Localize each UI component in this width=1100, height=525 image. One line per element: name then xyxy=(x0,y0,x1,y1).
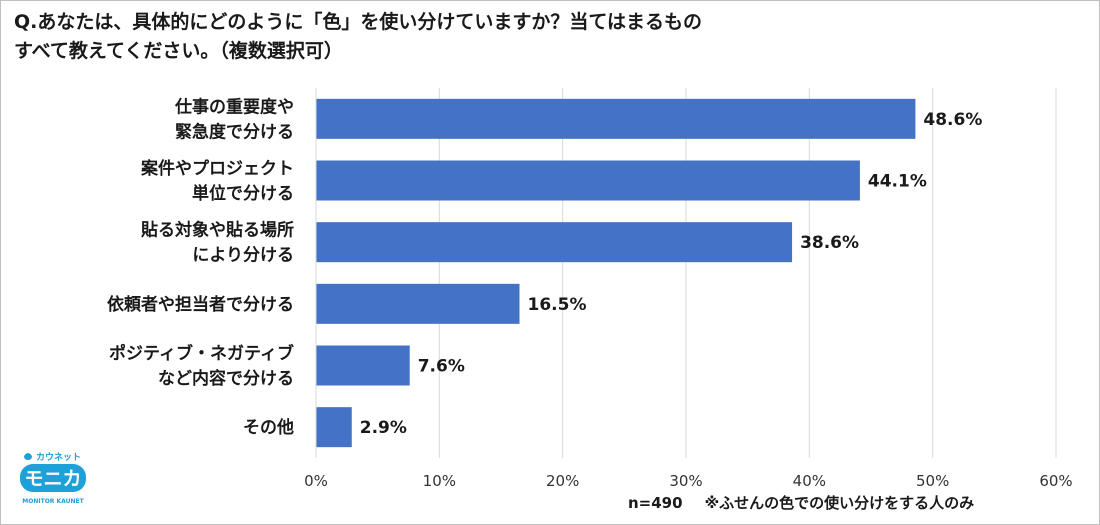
title-line-1: Q.あなたは、具体的にどのように「色」を使い分けていますか？当てはまるもの xyxy=(14,11,702,33)
x-tick-label: 20% xyxy=(546,472,579,490)
category-label: 貼る対象や貼る場所 xyxy=(140,220,294,241)
chart-footnote: n=490 ※ふせんの色での使い分けをする人のみ xyxy=(628,492,996,513)
logo-badge xyxy=(20,464,86,492)
logo-bottom-text: MONITOR KAUNET xyxy=(22,498,84,505)
bar xyxy=(316,407,352,448)
logo-drop-icon xyxy=(24,453,32,460)
x-tick-label: 60% xyxy=(1039,472,1072,490)
data-label: 16.5% xyxy=(528,295,587,315)
data-label: 7.6% xyxy=(418,357,465,377)
data-label: 38.6% xyxy=(800,233,859,253)
category-label: その他 xyxy=(243,417,294,438)
category-label: 依頼者や担当者で分ける xyxy=(107,294,294,315)
logo-top-text: カウネット xyxy=(36,452,81,463)
title-line-2: すべて教えてください。（複数選択可） xyxy=(14,40,343,62)
monica-logo: カウネット モニカ MONITOR KAUNET xyxy=(20,452,86,505)
data-label: 2.9% xyxy=(360,418,407,438)
category-label: 案件やプロジェクト xyxy=(140,158,294,179)
x-tick-label: 30% xyxy=(669,472,702,490)
bar xyxy=(316,345,410,386)
category-label: 緊急度で分ける xyxy=(175,121,294,142)
x-tick-label: 0% xyxy=(304,472,328,490)
sample-size-label: n=490 xyxy=(628,494,683,512)
bar xyxy=(316,160,860,201)
bar xyxy=(316,98,916,139)
x-tick-label: 10% xyxy=(423,472,456,490)
bar xyxy=(316,283,520,324)
category-label: など内容で分ける xyxy=(158,368,294,389)
category-label: 仕事の重要度や xyxy=(174,96,294,117)
data-label: 48.6% xyxy=(923,110,982,130)
logo-main-text: モニカ xyxy=(24,468,81,490)
x-tick-label: 50% xyxy=(916,472,949,490)
data-label: 44.1% xyxy=(868,172,927,192)
chart-title: Q.あなたは、具体的にどのように「色」を使い分けていますか？当てはまるもの すべ… xyxy=(14,8,974,66)
x-tick-label: 40% xyxy=(793,472,826,490)
category-label: 単位で分ける xyxy=(192,183,294,204)
category-label: により分ける xyxy=(192,246,294,266)
footnote-text: ※ふせんの色での使い分けをする人のみ xyxy=(704,494,975,512)
bar xyxy=(316,222,793,263)
category-label: ポジティブ・ネガティブ xyxy=(109,343,294,364)
